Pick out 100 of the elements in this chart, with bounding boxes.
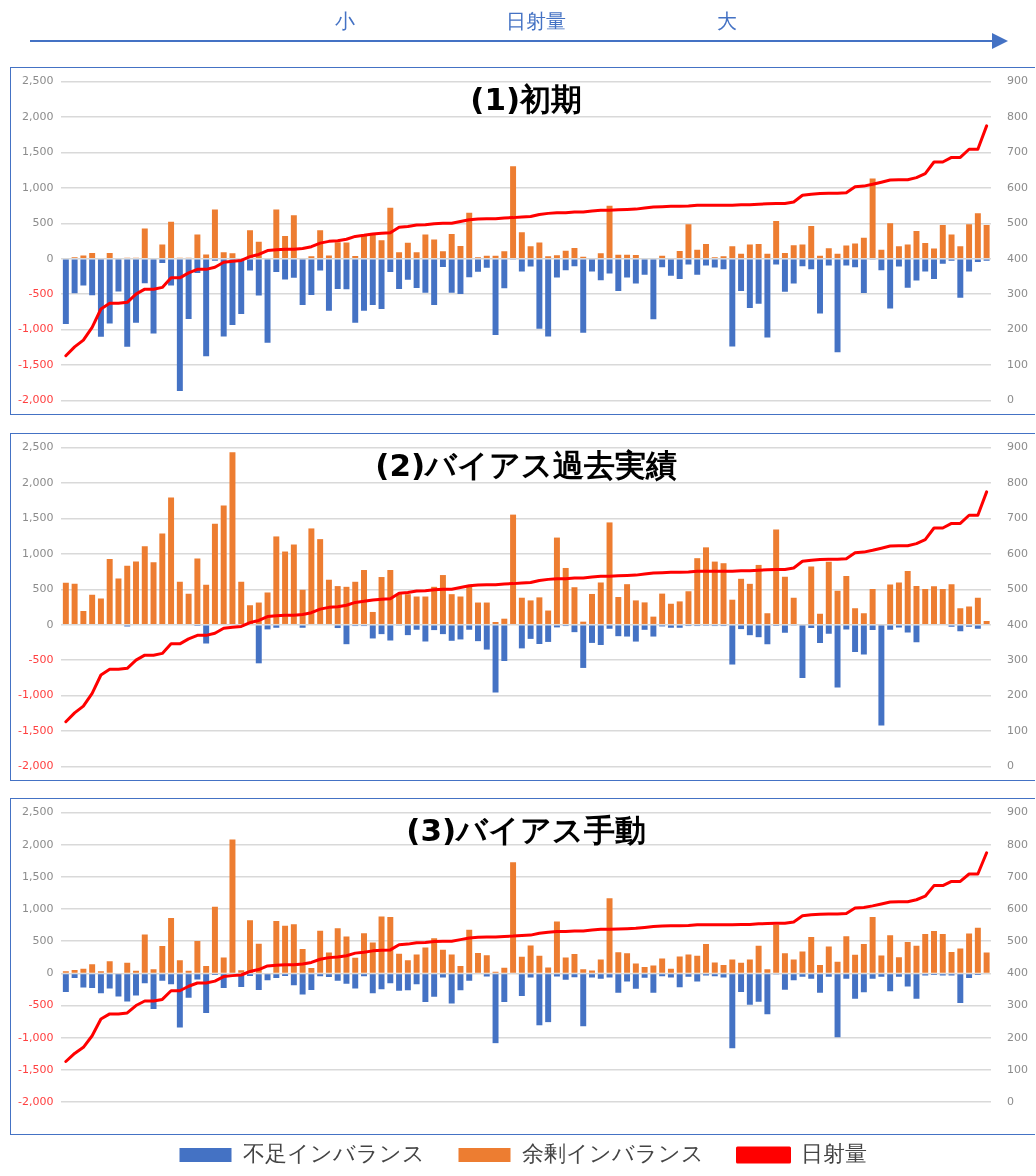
bar xyxy=(553,537,560,624)
bar xyxy=(501,259,508,289)
bar xyxy=(159,244,166,258)
bar xyxy=(957,246,964,258)
bar xyxy=(413,252,420,258)
bar xyxy=(361,933,367,973)
bar xyxy=(974,597,981,624)
bar xyxy=(185,259,192,319)
bar xyxy=(738,974,745,992)
bar xyxy=(781,259,788,292)
bar xyxy=(501,625,508,661)
bar xyxy=(887,625,894,630)
bar xyxy=(738,578,745,624)
bar xyxy=(694,558,701,624)
bar xyxy=(343,242,350,258)
y-tick-label: 1,000 xyxy=(21,546,54,560)
y-tick-label: 500 xyxy=(32,216,54,230)
bar xyxy=(203,965,210,973)
bar xyxy=(764,974,771,1015)
bar xyxy=(124,974,131,1002)
bar xyxy=(159,945,166,973)
bar xyxy=(615,974,622,993)
bar xyxy=(895,582,902,624)
bar xyxy=(124,962,131,973)
bar xyxy=(711,259,718,268)
bar xyxy=(685,591,692,624)
bar xyxy=(369,942,376,973)
bar xyxy=(439,575,446,624)
bar xyxy=(220,505,227,624)
bar xyxy=(966,259,973,272)
bar xyxy=(352,974,359,989)
bar xyxy=(703,259,709,266)
y2-tick-label: 800 xyxy=(1007,837,1028,851)
bar xyxy=(571,625,578,633)
bar xyxy=(676,625,683,628)
bar xyxy=(904,625,911,633)
bar xyxy=(457,245,464,258)
bar xyxy=(80,259,87,286)
bar xyxy=(483,625,490,650)
y-tick-label: -1,500 xyxy=(17,357,54,371)
bar xyxy=(887,223,894,258)
bar xyxy=(764,253,771,258)
bar xyxy=(483,955,490,973)
bar xyxy=(334,928,341,973)
bar xyxy=(396,259,403,289)
bar xyxy=(887,584,894,624)
bar xyxy=(308,974,315,990)
bar xyxy=(878,625,885,726)
bar xyxy=(282,925,289,973)
bar xyxy=(948,951,955,973)
bar xyxy=(834,253,841,258)
bar xyxy=(641,974,648,978)
bar xyxy=(650,625,657,637)
bar xyxy=(220,957,227,973)
bar xyxy=(869,917,876,973)
bar xyxy=(536,955,543,973)
y2-tick-label: 400 xyxy=(1007,617,1028,631)
bar xyxy=(606,205,613,258)
bar xyxy=(308,259,315,295)
bar xyxy=(589,593,595,624)
bar xyxy=(817,964,823,973)
bar xyxy=(317,539,324,624)
bar xyxy=(343,625,350,645)
bar xyxy=(729,599,736,624)
bar xyxy=(817,613,823,624)
bar xyxy=(869,625,876,631)
bar xyxy=(352,259,359,323)
bar xyxy=(913,945,920,973)
bar xyxy=(790,259,797,284)
bar xyxy=(703,944,709,973)
bar xyxy=(194,974,201,980)
bar xyxy=(168,497,175,624)
bar xyxy=(273,259,280,273)
bar xyxy=(518,259,525,272)
bar xyxy=(808,226,815,258)
bar xyxy=(825,561,832,624)
bar xyxy=(325,974,332,978)
bar xyxy=(738,253,745,258)
bar xyxy=(124,565,131,624)
bar xyxy=(168,974,175,985)
bar xyxy=(729,246,736,258)
y2-tick-label: 200 xyxy=(1007,322,1028,336)
bar xyxy=(159,259,166,263)
bar xyxy=(325,579,332,624)
bar xyxy=(211,523,218,624)
bar xyxy=(597,253,604,258)
bar xyxy=(466,259,473,278)
bar xyxy=(860,974,867,993)
bar xyxy=(878,259,885,271)
bar xyxy=(553,259,560,278)
bar xyxy=(387,974,394,984)
bar xyxy=(527,246,534,258)
bar xyxy=(667,625,674,628)
bar xyxy=(431,938,438,973)
y-tick-label: -2,000 xyxy=(17,759,54,773)
bar xyxy=(492,974,499,1044)
bar xyxy=(264,592,271,624)
bar xyxy=(106,259,113,324)
bar xyxy=(904,974,911,987)
bar xyxy=(729,974,736,1049)
